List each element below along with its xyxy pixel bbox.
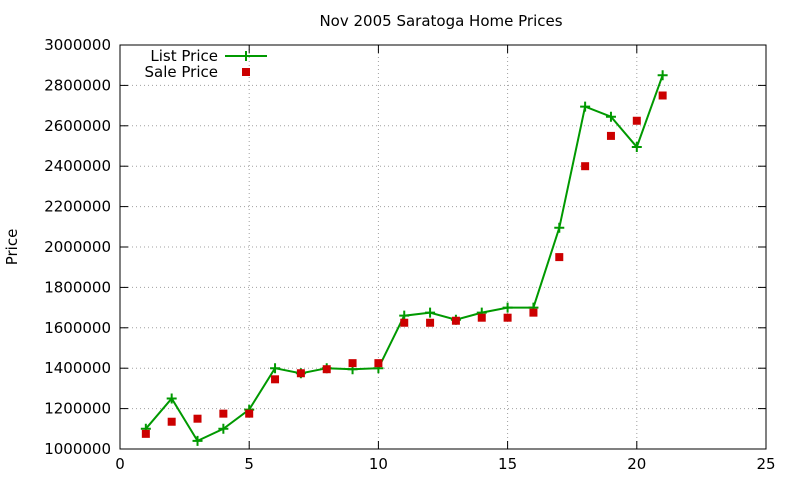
sale-price-point	[581, 162, 590, 171]
y-tick-label: 1200000	[44, 400, 111, 418]
sale-price-point	[193, 414, 202, 423]
axis-ticks: 1000000 1200000 1400000 1600000 1800000 20000…	[44, 36, 775, 473]
y-tick-label: 2800000	[44, 76, 111, 94]
sale-price-point	[477, 313, 486, 322]
sale-price-series	[141, 91, 667, 438]
sale-price-point	[245, 409, 254, 418]
sale-price-point	[426, 318, 435, 327]
y-tick-label: 2400000	[44, 157, 111, 175]
sale-price-point	[555, 253, 564, 262]
sale-price-point	[219, 409, 228, 418]
y-tick-label: 1400000	[44, 359, 111, 377]
list-price-point	[554, 222, 565, 233]
grid	[120, 45, 766, 449]
plot-series	[140, 70, 668, 446]
y-tick-label: 1600000	[44, 319, 111, 337]
sale-price-point	[271, 375, 280, 384]
sale-price-point	[141, 429, 150, 438]
sale-price-point	[632, 116, 641, 125]
y-tick-label: 3000000	[44, 36, 111, 54]
legend-marker-list-price	[241, 51, 251, 61]
list-price-line	[145, 74, 664, 443]
list-price-point	[425, 307, 436, 318]
list-price-point	[166, 393, 177, 404]
x-tick-label: 5	[244, 455, 254, 473]
x-tick-label: 25	[756, 455, 775, 473]
legend-label-sale-price: Sale Price	[145, 63, 218, 81]
chart-title: Nov 2005 Saratoga Home Prices	[319, 12, 562, 30]
x-tick-label: 15	[498, 455, 517, 473]
y-tick-label: 2200000	[44, 198, 111, 216]
sale-price-point	[296, 369, 305, 378]
list-price-point	[192, 435, 203, 446]
sale-price-point	[658, 91, 667, 100]
legend-label-list-price: List Price	[150, 47, 218, 65]
y-axis-label: Price	[3, 229, 21, 266]
list-price-point	[605, 111, 616, 122]
list-price-point	[218, 423, 229, 434]
sale-price-point	[348, 359, 357, 368]
sale-price-point	[400, 318, 409, 327]
sale-price-point	[606, 131, 615, 140]
sale-price-point	[529, 308, 538, 317]
list-price-point	[502, 302, 513, 313]
legend-marker-sale-price	[242, 68, 250, 76]
x-tick-label: 10	[369, 455, 388, 473]
plot-area-border	[119, 44, 767, 450]
sale-price-point	[322, 365, 331, 374]
sale-price-point	[167, 417, 176, 426]
x-tick-label: 20	[627, 455, 646, 473]
y-tick-label: 1800000	[44, 278, 111, 296]
x-tick-label: 0	[115, 455, 125, 473]
list-price-point	[580, 101, 591, 112]
y-tick-label: 2600000	[44, 117, 111, 135]
list-price-point	[631, 142, 642, 153]
list-price-point	[270, 363, 281, 374]
sale-price-point	[503, 313, 512, 322]
sale-price-point	[374, 359, 383, 368]
sale-price-point	[451, 316, 460, 325]
list-price-series	[140, 70, 668, 446]
list-price-point	[657, 70, 668, 81]
y-tick-label: 2000000	[44, 238, 111, 256]
y-tick-label: 1000000	[44, 440, 111, 458]
